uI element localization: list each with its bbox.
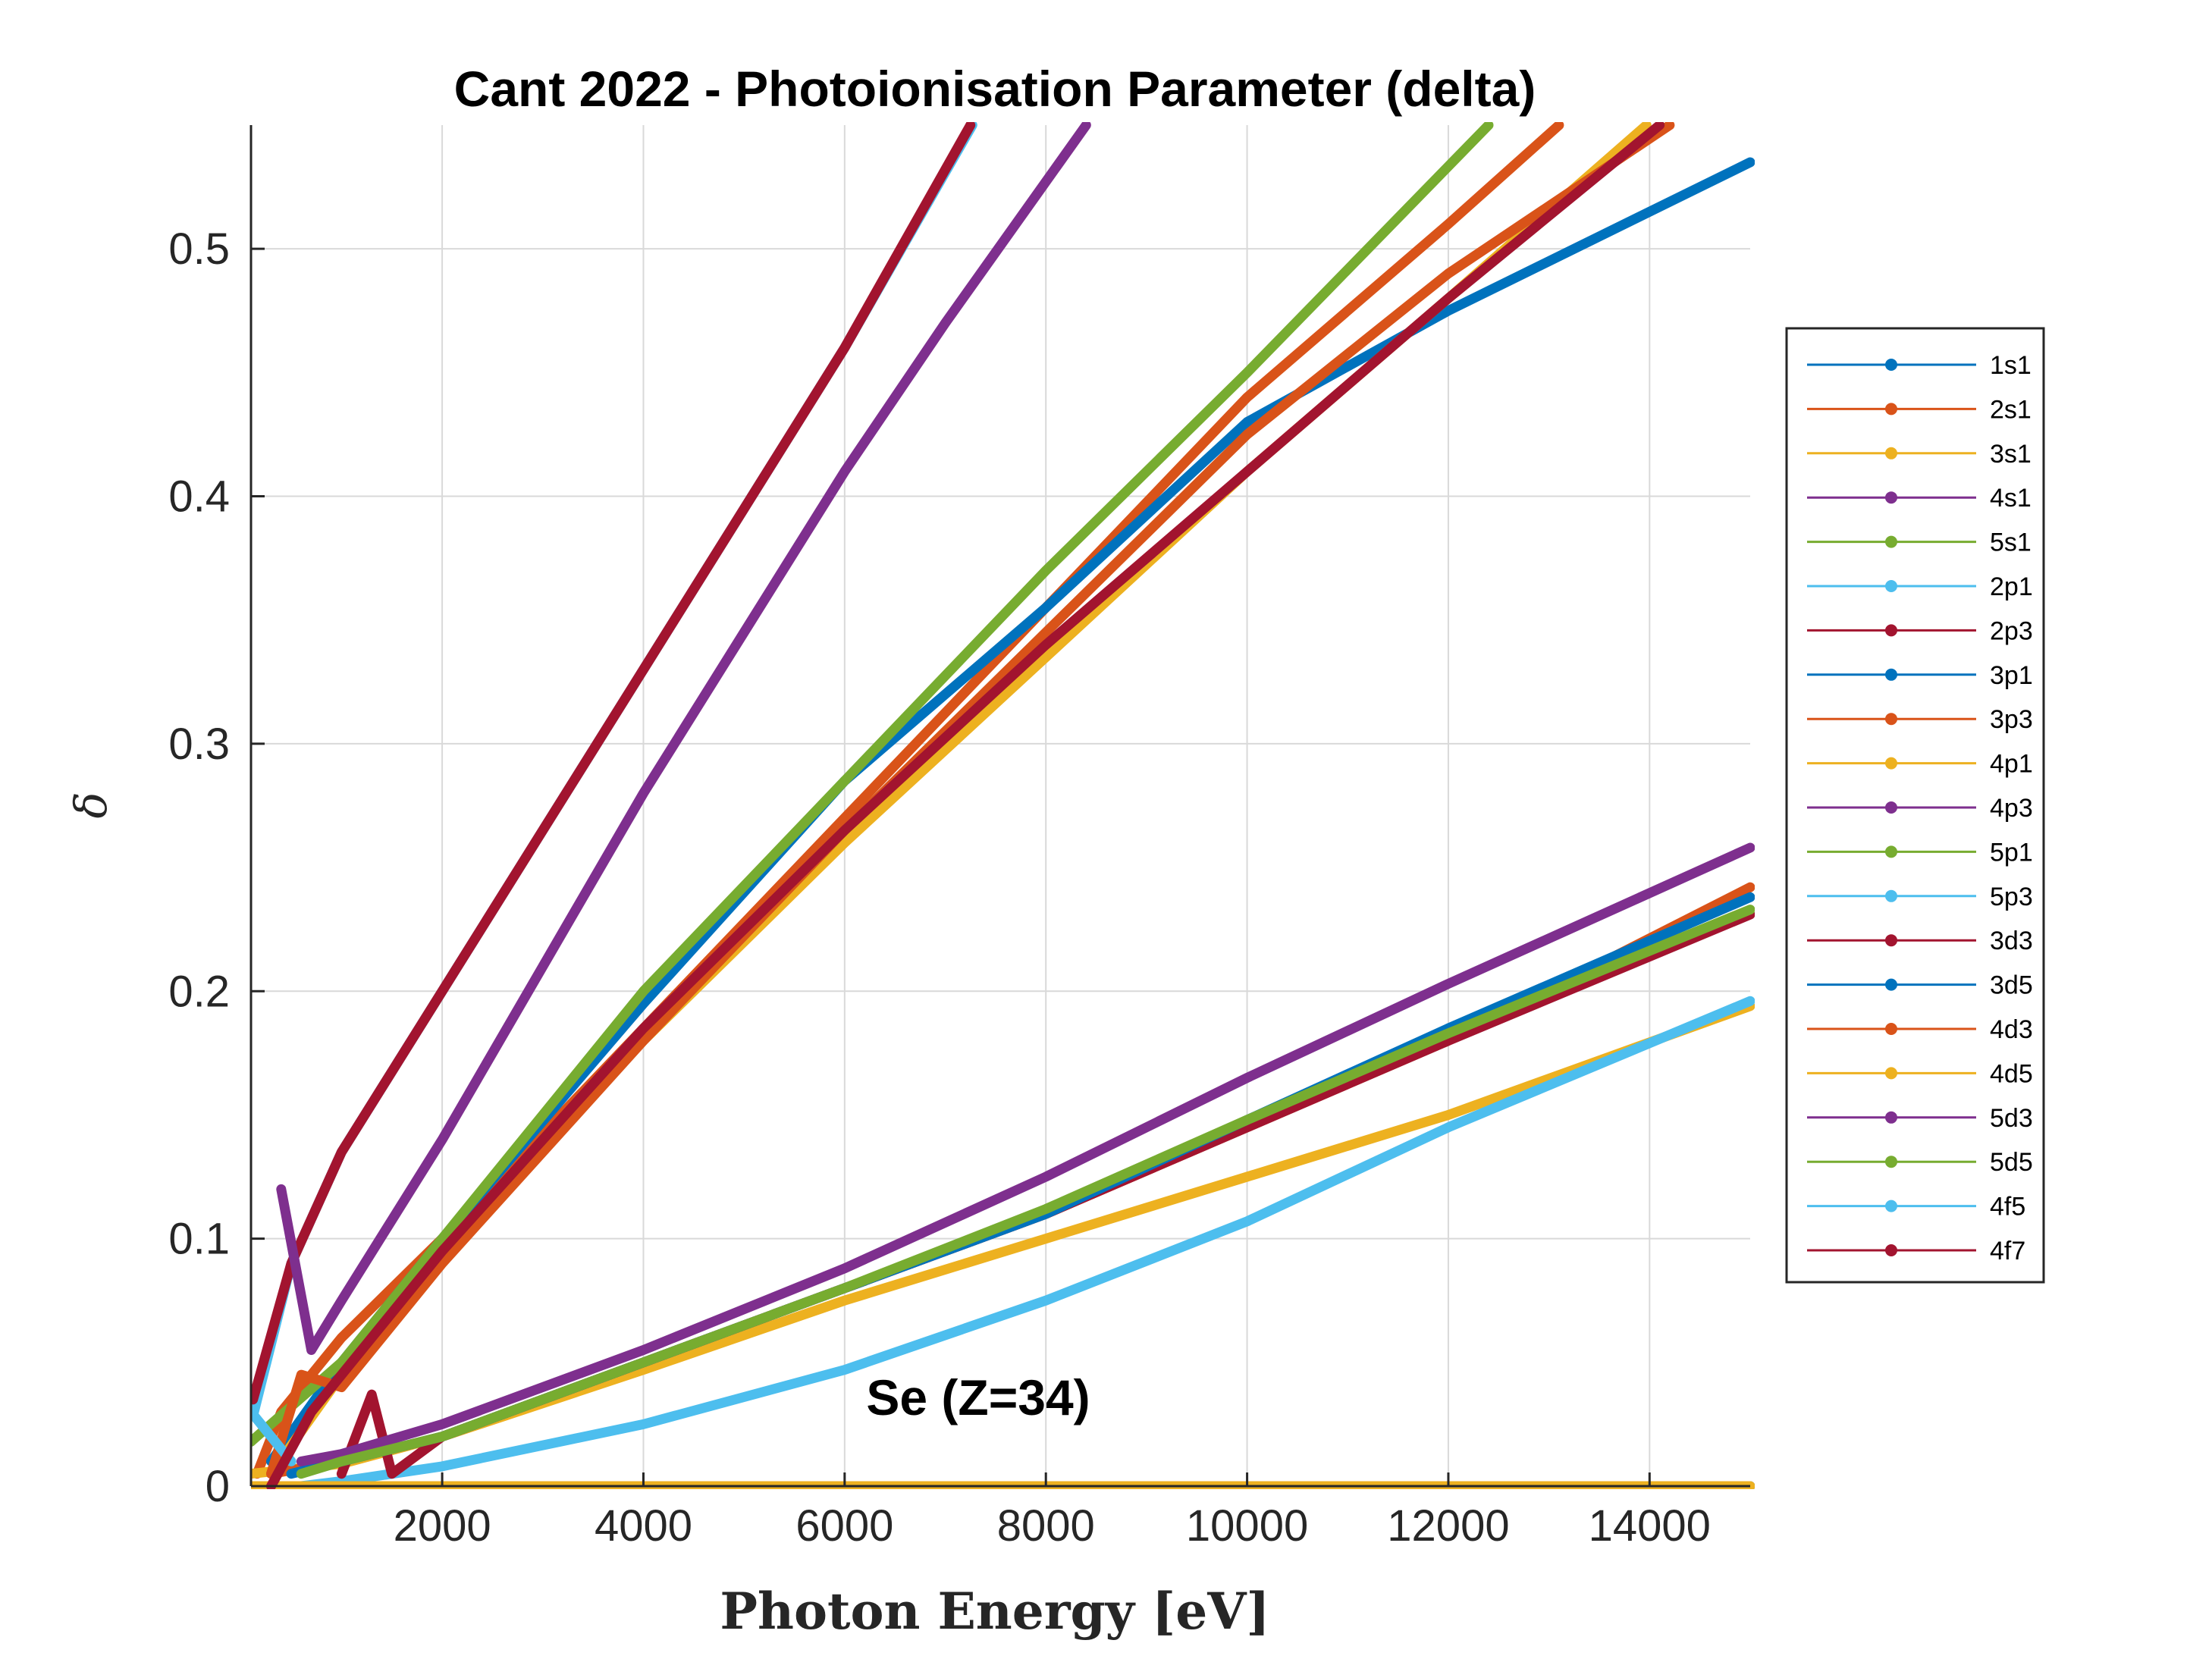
x-tick-label: 2000 xyxy=(394,1501,491,1551)
y-tick-label: 0.2 xyxy=(168,967,230,1016)
y-tick-label: 0.1 xyxy=(168,1215,230,1264)
legend-marker-2s1 xyxy=(1885,403,1897,416)
legend-marker-3p3 xyxy=(1885,713,1897,726)
plot-area xyxy=(251,122,1755,1489)
series-line-5d3 xyxy=(296,842,1755,1466)
series-line-4p3 xyxy=(276,122,1091,1355)
legend-marker-5d5 xyxy=(1885,1156,1897,1168)
legend-label-4d3: 4d3 xyxy=(1990,1015,2033,1044)
legend-marker-1s1 xyxy=(1885,359,1897,371)
legend-label-1s1: 1s1 xyxy=(1990,351,2032,380)
legend-marker-5p1 xyxy=(1885,845,1897,858)
chart-title: Cant 2022 - Photoionisation Parameter (d… xyxy=(454,61,1536,117)
legend-marker-4f5 xyxy=(1885,1200,1897,1212)
x-tick-label: 8000 xyxy=(997,1501,1095,1551)
element-annotation: Se (Z=34) xyxy=(866,1369,1090,1425)
legend: 1s1 2s1 3s1 4s1 5s1 2p1 2p3 3p1 3p3 4p1 4p3 5p1 5p3 3… xyxy=(1785,327,2045,1284)
legend-label-4s1: 4s1 xyxy=(1990,484,2032,513)
x-tick-label: 6000 xyxy=(795,1501,893,1551)
legend-label-2s1: 2s1 xyxy=(1990,395,2032,424)
legend-label-5p3: 5p3 xyxy=(1990,883,2033,911)
x-tick-label: 4000 xyxy=(595,1501,692,1551)
legend-label-5p1: 5p1 xyxy=(1990,838,2033,867)
legend-marker-4d3 xyxy=(1885,1023,1897,1035)
legend-label-2p3: 2p3 xyxy=(1990,616,2033,645)
series-line-4f7 xyxy=(266,122,1665,1489)
y-ticks: 0 0.1 0.2 0.3 0.4 0.5 xyxy=(168,224,265,1511)
y-tick-label: 0.5 xyxy=(168,224,230,274)
legend-marker-4f7 xyxy=(1885,1244,1897,1256)
legend-marker-5s1 xyxy=(1885,535,1897,548)
legend-marker-5d3 xyxy=(1885,1111,1897,1124)
legend-marker-4p3 xyxy=(1885,801,1897,814)
legend-marker-3s1 xyxy=(1885,447,1897,459)
x-tick-label: 14000 xyxy=(1589,1501,1711,1551)
legend-marker-5p3 xyxy=(1885,889,1897,902)
legend-marker-3d5 xyxy=(1885,978,1897,991)
y-tick-label: 0.3 xyxy=(168,720,230,769)
legend-label-2p1: 2p1 xyxy=(1990,572,2033,601)
y-axis-label: δ xyxy=(65,792,117,819)
legend-label-4d5: 4d5 xyxy=(1990,1059,2033,1088)
series-line-5d5 xyxy=(296,905,1755,1479)
axes xyxy=(249,125,1750,1488)
legend-marker-4s1 xyxy=(1885,491,1897,504)
x-tick-label: 10000 xyxy=(1186,1501,1308,1551)
legend-marker-2p1 xyxy=(1885,580,1897,592)
legend-label-3p1: 3p1 xyxy=(1990,661,2033,690)
legend-box xyxy=(1785,327,2045,1284)
legend-label-4f5: 4f5 xyxy=(1990,1193,2025,1222)
x-tick-label: 12000 xyxy=(1387,1501,1509,1551)
legend-label-4p1: 4p1 xyxy=(1990,750,2033,779)
legend-label-3s1: 3s1 xyxy=(1990,440,2032,469)
legend-marker-3d3 xyxy=(1885,934,1897,947)
y-tick-label: 0 xyxy=(206,1462,230,1511)
legend-label-4f7: 4f7 xyxy=(1990,1237,2025,1265)
series-line-2p3 xyxy=(251,122,976,1405)
x-ticks: 2000 4000 6000 8000 10000 12000 14000 xyxy=(394,1472,1711,1551)
legend-label-5d3: 5d3 xyxy=(1990,1104,2033,1133)
legend-marker-4p1 xyxy=(1885,757,1897,770)
legend-label-5s1: 5s1 xyxy=(1990,528,2032,557)
legend-label-5d5: 5d5 xyxy=(1990,1148,2033,1177)
y-tick-label: 0.4 xyxy=(168,472,230,522)
series-line-5p3 xyxy=(296,996,1755,1489)
series-layer xyxy=(251,122,1755,1489)
legend-label-4p3: 4p3 xyxy=(1990,794,2033,823)
x-axis-label: Photon Energy [eV] xyxy=(720,1582,1269,1641)
legend-label-3d3: 3d3 xyxy=(1990,927,2033,955)
legend-items: 1s1 2s1 3s1 4s1 5s1 2p1 2p3 3p1 3p3 4p1 4p3 5p1 5p3 3… xyxy=(1807,351,2033,1265)
legend-marker-3p1 xyxy=(1885,668,1897,681)
legend-marker-4d5 xyxy=(1885,1067,1897,1080)
legend-label-3p3: 3p3 xyxy=(1990,705,2033,734)
legend-label-3d5: 3d5 xyxy=(1990,971,2033,1000)
legend-marker-2p3 xyxy=(1885,624,1897,637)
series-line-5p1 xyxy=(251,122,1494,1447)
